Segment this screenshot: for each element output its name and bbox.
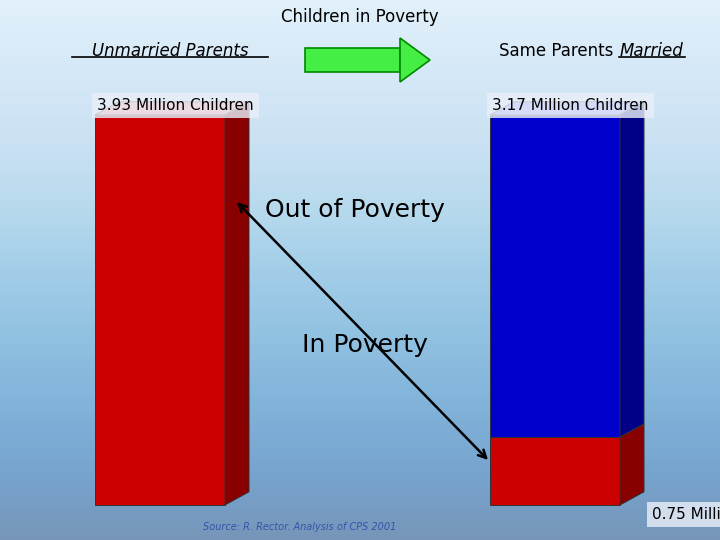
- Polygon shape: [305, 48, 400, 72]
- Polygon shape: [490, 424, 644, 437]
- Polygon shape: [95, 115, 225, 505]
- Polygon shape: [400, 38, 430, 82]
- Text: 3.93 Million Children: 3.93 Million Children: [97, 98, 253, 113]
- Text: Married: Married: [620, 42, 684, 60]
- Text: In Poverty: In Poverty: [302, 333, 428, 357]
- Text: Children in Poverty: Children in Poverty: [282, 8, 438, 26]
- Polygon shape: [620, 102, 644, 437]
- Text: Same Parents: Same Parents: [499, 42, 618, 60]
- Polygon shape: [490, 115, 620, 437]
- Text: 3.17 Million Children: 3.17 Million Children: [492, 98, 649, 113]
- Polygon shape: [225, 102, 249, 505]
- Text: Out of Poverty: Out of Poverty: [265, 198, 445, 222]
- Text: Source: R. Rector. Analysis of CPS 2001: Source: R. Rector. Analysis of CPS 2001: [203, 522, 397, 532]
- Polygon shape: [620, 424, 644, 505]
- Polygon shape: [95, 102, 249, 115]
- Text: 0.75 Million Children: 0.75 Million Children: [652, 507, 720, 522]
- Polygon shape: [490, 102, 644, 115]
- Text: Unmarried Parents: Unmarried Parents: [91, 42, 248, 60]
- Polygon shape: [490, 437, 620, 505]
